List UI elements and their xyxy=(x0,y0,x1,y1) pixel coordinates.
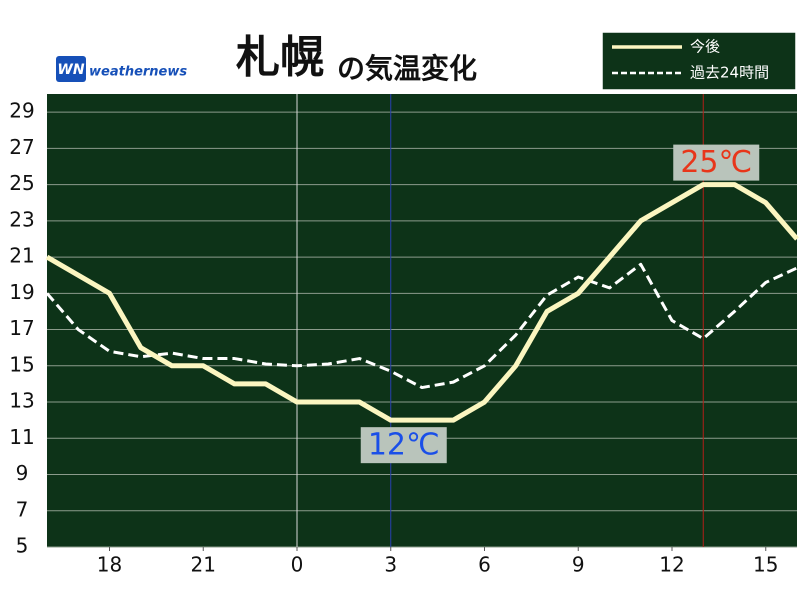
y-tick-label: 13 xyxy=(9,389,34,413)
series-line xyxy=(45,262,798,390)
x-tick-label: 0 xyxy=(291,553,304,577)
y-tick-label: 17 xyxy=(9,316,34,340)
y-tick-label: 23 xyxy=(9,207,34,231)
chart-title: 札幌 xyxy=(236,32,324,83)
y-tick-label: 9 xyxy=(16,461,29,485)
y-tick-label: 11 xyxy=(9,425,34,449)
y-tick-label: 5 xyxy=(16,534,29,558)
y-tick-label: 29 xyxy=(9,99,34,123)
y-tick-label: 27 xyxy=(9,135,34,159)
logo-badge xyxy=(56,56,86,82)
y-tick-label: 19 xyxy=(9,280,34,304)
legend-box xyxy=(601,31,797,91)
logo-mark: WN xyxy=(57,62,84,78)
x-tick-label: 6 xyxy=(478,553,491,577)
annotation-box xyxy=(360,427,447,464)
annotation-label: 12℃ xyxy=(368,428,440,463)
y-tick-label: 21 xyxy=(9,244,34,268)
chart-subtitle: の気温変化 xyxy=(337,52,477,85)
annotation-label: 25℃ xyxy=(680,145,752,180)
y-tick-label: 25 xyxy=(9,171,34,195)
annotation-box xyxy=(673,144,760,181)
logo: WN weathernews xyxy=(56,56,187,82)
y-tick-label: 7 xyxy=(16,497,29,521)
x-tick-label: 18 xyxy=(97,553,122,577)
legend-label: 過去24時間 xyxy=(690,64,769,82)
y-tick-label: 15 xyxy=(9,352,34,376)
x-tick-label: 12 xyxy=(659,553,684,577)
x-tick-label: 15 xyxy=(753,553,778,577)
legend-label: 今後 xyxy=(690,38,720,56)
x-tick-label: 9 xyxy=(572,553,585,577)
x-tick-label: 3 xyxy=(384,553,397,577)
x-tick-label: 21 xyxy=(191,553,216,577)
logo-text: weathernews xyxy=(89,65,187,80)
series-line xyxy=(45,182,799,423)
